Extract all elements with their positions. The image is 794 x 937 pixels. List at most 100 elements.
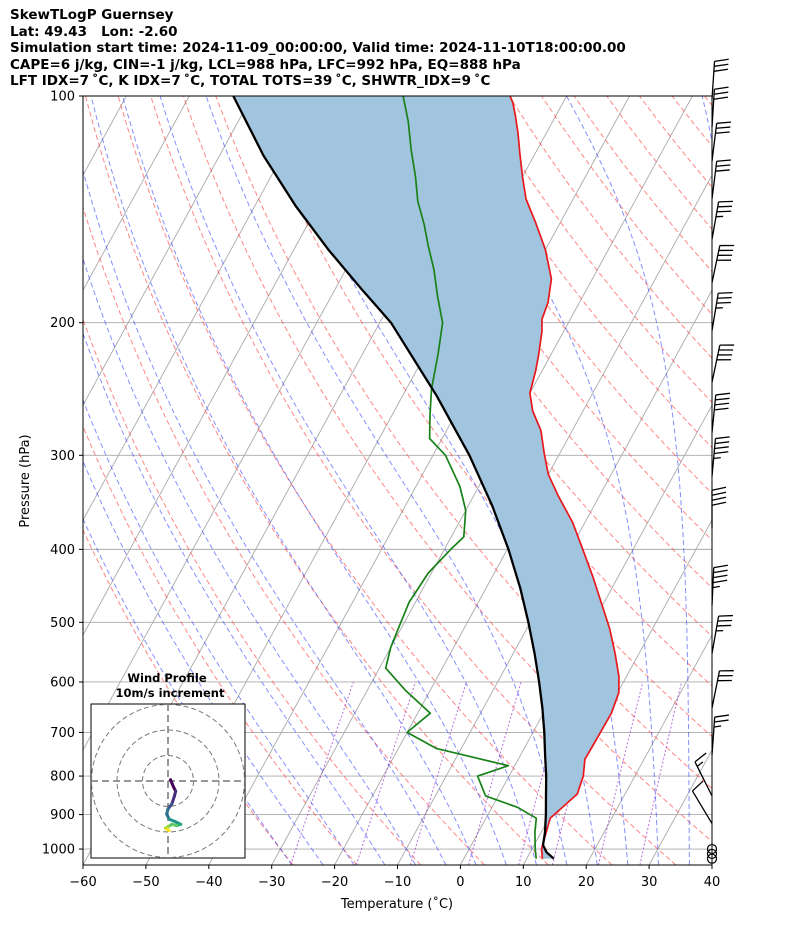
barb-shaft [711, 201, 720, 240]
y-axis: 100 200 300 400 500 600 700 800 900 1000 [42, 90, 83, 858]
wind-barbs [691, 58, 735, 864]
barb-half-flag [696, 761, 704, 767]
barb-flag [713, 574, 728, 579]
x-tick-label: 20 [578, 875, 595, 890]
moist-adiabat [83, 517, 293, 865]
y-tick-label: 100 [50, 90, 75, 105]
hodograph-subtitle: 10m/s increment [116, 686, 225, 700]
barb-shaft [711, 245, 721, 283]
wind-barb [711, 670, 734, 709]
parcel-profile-line [232, 96, 555, 860]
barb-shaft [711, 670, 721, 709]
barb-flag [714, 451, 729, 455]
barb-flag [713, 96, 729, 100]
wind-barb [711, 244, 735, 283]
barb-flag [716, 164, 731, 167]
barb-shaft [711, 438, 717, 477]
y-tick-label: 400 [50, 543, 75, 558]
barb-flag [714, 402, 730, 406]
wind-barb [711, 564, 728, 606]
moist-adiabat [436, 96, 659, 865]
barb-shaft [711, 61, 716, 100]
x-tick-label: 40 [704, 875, 721, 890]
dry-adiabat [150, 96, 677, 865]
isotherm-line [83, 96, 316, 522]
mixing-ratio-line [290, 681, 354, 865]
wind-barb [711, 344, 735, 383]
temperature-line [509, 96, 620, 859]
moist-adiabat [566, 96, 690, 865]
barb-shaft [711, 344, 721, 383]
sounding-profiles [232, 96, 620, 860]
wind-barb [711, 159, 732, 200]
wind-barb [711, 486, 727, 529]
isotherm-line [460, 404, 712, 865]
isotherm-line [585, 634, 712, 865]
barb-flag [714, 441, 730, 445]
barb-shaft [691, 790, 713, 824]
mixing-ratio-line [597, 681, 644, 865]
barb-flag [716, 159, 732, 162]
isotherm-line [208, 96, 630, 865]
barb-flag [717, 296, 732, 299]
isotherm-line [83, 96, 190, 292]
barb-half-flag [712, 585, 720, 589]
x-tick-label: −10 [384, 875, 411, 890]
barb-shaft [694, 761, 713, 797]
barb-flag [716, 210, 732, 213]
x-axis-title: Temperature (˚C) [340, 896, 453, 912]
barb-flag [716, 624, 732, 627]
barb-flag [714, 714, 729, 718]
y-tick-label: 500 [50, 616, 75, 631]
cape-fill [233, 96, 619, 859]
dry-adiabat [378, 96, 712, 541]
barb-flag [713, 68, 729, 72]
dry-adiabat [410, 96, 712, 495]
y-tick-label: 700 [50, 726, 75, 741]
barb-flag [694, 752, 707, 763]
barb-flag [718, 614, 733, 617]
barb-flag [714, 63, 729, 67]
wind-barb [711, 614, 733, 654]
simulation-times: Simulation start time: 2024-11-09_00:00:… [10, 40, 626, 56]
x-tick-label: −60 [69, 875, 96, 890]
barb-flag [713, 91, 729, 95]
station-title: SkewTLogP Guernsey [10, 7, 174, 23]
barb-flag [692, 780, 704, 792]
hodograph-segment [165, 827, 171, 833]
stability-indices: LFT IDX=7 ˚C, K IDX=7 ˚C, TOTAL TOTS=39 … [10, 73, 491, 89]
barb-shaft [711, 615, 720, 654]
x-axis: −60 −50 −40 −30 −20 −10 0 10 20 30 40 [69, 865, 720, 890]
mixing-ratio-line [409, 681, 467, 865]
dry-adiabat [606, 96, 712, 230]
isotherm-line [83, 96, 253, 407]
wind-barb [711, 392, 731, 433]
barb-flag [714, 58, 729, 62]
barb-shaft [711, 123, 718, 162]
isotherm-line [83, 96, 379, 637]
x-tick-label: −40 [195, 875, 222, 890]
dry-adiabat [83, 528, 294, 865]
barb-flag [711, 491, 727, 496]
location-coordinates: Lat: 49.43 Lon: -2.60 [10, 23, 178, 40]
x-tick-label: −30 [258, 875, 285, 890]
dry-adiabat [83, 205, 485, 865]
x-tick-label: 0 [456, 875, 464, 890]
wind-barb [711, 291, 733, 331]
barb-flag [718, 291, 733, 294]
wind-barb [711, 200, 733, 240]
barb-flag [715, 131, 730, 134]
barb-flag [711, 496, 727, 501]
moist-adiabat [90, 96, 477, 865]
wind-barb [711, 58, 729, 100]
wind-barb [711, 714, 729, 756]
moist-adiabat [83, 398, 355, 865]
isotherm-line [0, 96, 1, 865]
barb-flag [716, 126, 731, 129]
dry-adiabat [671, 96, 712, 147]
barb-half-flag [713, 725, 722, 728]
barb-flag [716, 301, 731, 304]
moist-adiabat [83, 257, 416, 865]
x-tick-label: −50 [132, 875, 159, 890]
